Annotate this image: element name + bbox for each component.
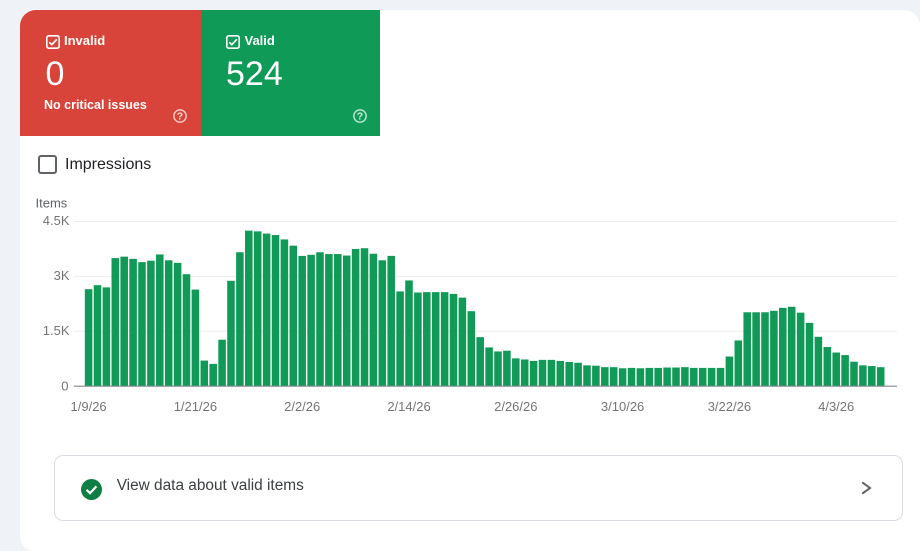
svg-text:0: 0: [61, 378, 68, 393]
svg-text:2/2/26: 2/2/26: [284, 399, 320, 414]
svg-text:3K: 3K: [54, 268, 70, 283]
svg-text:4/3/26: 4/3/26: [818, 399, 854, 414]
svg-text:3/22/26: 3/22/26: [708, 399, 751, 414]
svg-text:?: ?: [177, 110, 183, 122]
svg-text:3/10/26: 3/10/26: [601, 399, 644, 414]
svg-text:2/26/26: 2/26/26: [494, 399, 537, 414]
svg-text:?: ?: [356, 110, 362, 122]
svg-text:Items: Items: [36, 196, 68, 211]
svg-text:1.5K: 1.5K: [43, 323, 70, 338]
svg-text:4.5K: 4.5K: [43, 213, 70, 228]
svg-text:2/14/26: 2/14/26: [387, 399, 430, 414]
svg-text:1/21/26: 1/21/26: [174, 399, 217, 414]
svg-text:1/9/26: 1/9/26: [71, 399, 107, 414]
